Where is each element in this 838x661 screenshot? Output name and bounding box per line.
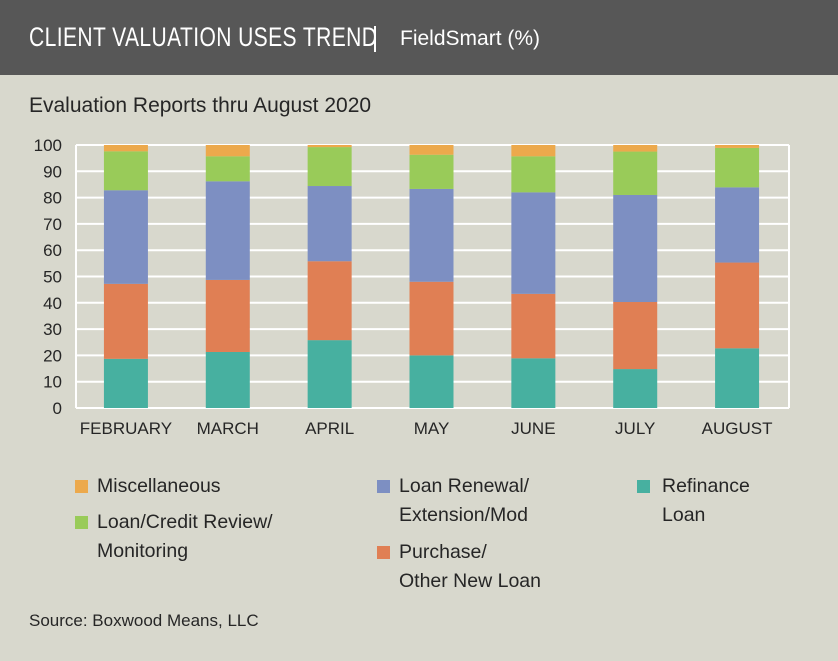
bar-segment [409, 188, 454, 282]
bar-segment [307, 186, 352, 262]
bar-segment [103, 145, 148, 152]
bar-segment [613, 369, 658, 408]
y-tick-label: 80 [43, 189, 62, 208]
legend-swatch-credit [75, 516, 88, 529]
bar-segment [715, 262, 760, 349]
bar-segment [205, 181, 250, 280]
y-tick-label: 30 [43, 320, 62, 339]
y-tick-label: 70 [43, 215, 62, 234]
y-tick-label: 50 [43, 268, 62, 287]
bar-segment [205, 145, 250, 157]
bar-segment [511, 192, 556, 294]
bar-segment [511, 293, 556, 359]
bar-segment [715, 147, 760, 188]
bar-segment [103, 190, 148, 284]
bar-segment [409, 154, 454, 189]
y-tick-label: 10 [43, 373, 62, 392]
x-tick-label: MARCH [197, 419, 259, 438]
bar-segment [511, 156, 556, 193]
header-bar: CLIENT VALUATION USES TREND FieldSmart (… [0, 0, 838, 75]
legend-label: Extension/Mod [399, 504, 528, 526]
legend-label: Loan Renewal/ [399, 475, 530, 497]
legend-renewal: Loan Renewal/Extension/Mod [399, 472, 529, 530]
bar-segment [511, 358, 556, 408]
y-tick-label: 60 [43, 241, 62, 260]
legend-label: Miscellaneous [97, 475, 221, 497]
y-tick-label: 90 [43, 162, 62, 181]
legend-label: Purchase/ [399, 541, 487, 563]
bar-segment [613, 302, 658, 370]
x-tick-label: APRIL [305, 419, 354, 438]
bar-segment [715, 348, 760, 408]
bar-segment [613, 194, 658, 303]
legend-label: Other New Loan [399, 570, 541, 592]
bar-segment [205, 156, 250, 182]
legend-purchase: Purchase/Other New Loan [399, 538, 541, 596]
source-note: Source: Boxwood Means, LLC [29, 611, 259, 630]
y-tick-label: 20 [43, 346, 62, 365]
legend-label: Loan [662, 504, 706, 526]
bar-segment [307, 145, 352, 148]
x-tick-label: FEBRUARY [80, 419, 172, 438]
x-tick-label: JULY [615, 419, 655, 438]
legend-swatch-refi [637, 480, 650, 493]
x-tick-label: JUNE [511, 419, 555, 438]
header-separator [374, 26, 376, 52]
bar-segment [409, 281, 454, 356]
legend-label: Loan/Credit Review/ [97, 511, 273, 533]
bar-segment [511, 145, 556, 157]
chart-header-title: CLIENT VALUATION USES TREND [29, 22, 378, 52]
bar-segment [613, 151, 658, 195]
y-tick-label: 100 [34, 136, 62, 155]
bar-segment [715, 187, 760, 263]
bar-segment [409, 355, 454, 408]
stacked-bar-chart: 0 10 20 30 40 50 60 70 80 90 100 FEBRUARY MARCH APRIL… [34, 136, 790, 438]
chart-header-subtitle: FieldSmart (%) [400, 27, 541, 50]
y-tick-label: 0 [53, 399, 62, 418]
bar-segment [103, 358, 148, 408]
bar-segment [307, 147, 352, 187]
bar-segment [103, 283, 148, 359]
legend-swatch-purchase [377, 546, 390, 559]
y-tick-label: 40 [43, 294, 62, 313]
legend-swatch-misc [75, 480, 88, 493]
bar-segment [205, 351, 250, 408]
legend-label: Monitoring [97, 540, 189, 562]
bar-segment [307, 340, 352, 408]
bar-segment [103, 151, 148, 191]
legend-refi: Refinance Loan [662, 472, 750, 530]
legend-credit: Loan/Credit Review/Monitoring [97, 508, 273, 566]
bar-segment [205, 279, 250, 352]
bar-segment [307, 261, 352, 341]
bar-segment [715, 145, 760, 148]
x-tick-label: AUGUST [702, 419, 773, 438]
legend-swatch-renewal [377, 480, 390, 493]
bar-segment [409, 145, 454, 155]
legend-misc: Miscellaneous [97, 472, 221, 501]
legend-label: Refinance [662, 475, 750, 497]
bar-segment [613, 145, 658, 152]
chart-title: Evaluation Reports thru August 2020 [29, 94, 372, 117]
x-tick-label: MAY [414, 419, 450, 438]
